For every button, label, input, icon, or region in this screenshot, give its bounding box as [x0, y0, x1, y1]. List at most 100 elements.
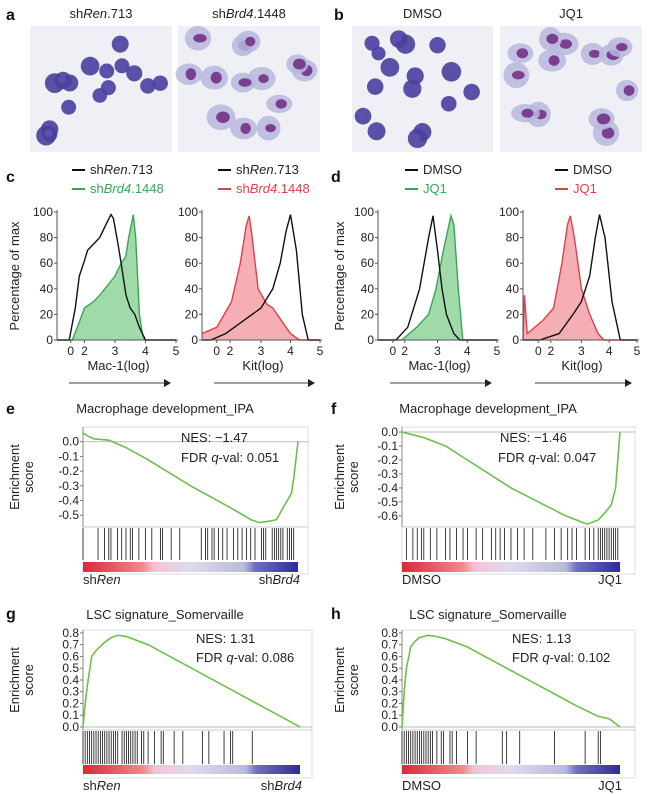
legend-entry: shBrd4.1448 [236, 181, 310, 196]
cell-nucleus [210, 71, 222, 84]
rank-colorbar [83, 562, 298, 572]
fdr-q: q [528, 450, 536, 465]
x-tick-label: 3 [434, 344, 441, 358]
x-tick-label: 0 [535, 344, 542, 358]
micrograph-image [175, 25, 320, 152]
cell-nucleus [193, 33, 207, 43]
nes-value: NES: −1.47 [181, 430, 248, 445]
rank-right-label-pre: JQ1 [598, 778, 622, 793]
fdr-value: FDR q-val: 0.047 [498, 450, 596, 465]
y-tick-label: -0.3 [377, 467, 398, 481]
x-axis-label: Mac-1(log) [408, 358, 470, 373]
y-tick-label: 0.0 [381, 720, 398, 734]
micrograph-image [500, 26, 642, 152]
histogram-panel-d-2 [375, 169, 499, 387]
cell-nucleus [371, 126, 380, 135]
enrichment-score-line [401, 431, 621, 526]
gsea-panel-h: FDR q-val: 0.102 Enrichmentscore [332, 629, 636, 779]
legend-entry-ital: Ren [104, 162, 128, 177]
histogram-fill [57, 214, 176, 340]
cell-nucleus [216, 111, 230, 123]
histogram-line [378, 213, 497, 341]
x-tick-label: 4 [606, 344, 613, 358]
y-tick-label: 80 [185, 231, 199, 245]
rank-right-label: JQ1 [598, 778, 622, 793]
fdr-q: q [542, 650, 550, 665]
fdr-value: FDR q-val: 0.051 [181, 450, 279, 465]
cell-nucleus [432, 40, 441, 49]
gsea-title: Macrophage development_IPA [76, 401, 254, 416]
y-tick-label: -0.5 [58, 508, 79, 522]
y-tick-label: 20 [40, 307, 54, 321]
x-tick-label: 0 [213, 344, 220, 358]
panel-label-a: a [6, 7, 15, 24]
cell-nucleus [245, 36, 256, 47]
rank-left-label: DMSO [402, 778, 441, 793]
legend-entry-pre: sh [236, 162, 250, 177]
panel-label-d: d [331, 169, 341, 186]
cell-nucleus [393, 34, 402, 43]
cell-nucleus [601, 127, 615, 139]
y-axis-label-line: score [346, 461, 361, 493]
fdr-number: -val: 0.047 [536, 450, 597, 465]
x-tick-label: 3 [578, 344, 585, 358]
rank-right-label-pre: sh [261, 778, 275, 793]
rank-left-label: DMSO [402, 572, 441, 587]
cell-nucleus [275, 99, 287, 109]
y-tick-label: 0.1 [381, 708, 398, 722]
y-axis-label-line: Enrichment [7, 647, 22, 713]
legend-entry-pre: DMSO [573, 162, 612, 177]
y-tick-label: 0.2 [381, 696, 398, 710]
micrograph-title-ital: Ren [83, 6, 107, 21]
rank-colorbar [83, 765, 300, 774]
cell-nucleus [410, 70, 419, 79]
rank-colorbar [402, 562, 620, 572]
y-tick-label: -0.4 [58, 494, 79, 508]
legend-entry: shRen.713 [90, 162, 153, 177]
cell-nucleus [63, 102, 72, 111]
y-tick-label: 0.3 [62, 685, 79, 699]
y-tick-label: -0.1 [58, 449, 79, 463]
gsea-panel-g: FDR q-val: 0.086 Enrichmentscore [7, 629, 313, 779]
cell-nucleus [511, 70, 525, 80]
arrow-head-icon [164, 379, 171, 387]
enrichment-score-line [82, 634, 301, 728]
legend-entry-ital: Brd4 [104, 181, 131, 196]
y-tick-label: -0.2 [58, 464, 79, 478]
cell-nucleus [367, 38, 376, 47]
micrograph-title-ital: Brd4 [226, 6, 253, 21]
legend-entry-pre: DMSO [423, 162, 462, 177]
x-tick-label: 2 [81, 344, 88, 358]
y-tick-label: 40 [40, 282, 54, 296]
x-tick-label: 0 [67, 344, 74, 358]
legend-entry: DMSO [423, 162, 462, 177]
rank-left-label-pre: sh [83, 778, 97, 793]
y-tick-label: 40 [506, 282, 520, 296]
x-tick-label: 5 [173, 344, 180, 358]
legend-entry: shRen.713 [236, 162, 299, 177]
y-tick-label: 0.7 [381, 638, 398, 652]
cell-nucleus [546, 33, 559, 45]
y-axis-label-line: score [21, 664, 36, 696]
rank-colorbar [402, 765, 620, 774]
y-tick-label: 0.8 [381, 626, 398, 640]
x-tick-label: 4 [287, 344, 294, 358]
cell-nucleus [240, 122, 251, 135]
rank-right-label-ital: Brd4 [273, 572, 300, 587]
cell-nucleus [116, 60, 125, 69]
legend-entry-post: .1448 [277, 181, 310, 196]
x-tick-label: 3 [112, 344, 119, 358]
cell-nucleus [407, 83, 416, 92]
x-tick-label: 5 [634, 344, 641, 358]
legend-entry-pre: sh [90, 181, 104, 196]
y-tick-label: 0.8 [62, 626, 79, 640]
y-tick-label: 0 [367, 333, 374, 347]
cell-nucleus [516, 48, 529, 59]
cell-nucleus [616, 43, 628, 52]
legend-entry-post: .713 [128, 162, 153, 177]
y-axis-label-line: Enrichment [332, 444, 347, 510]
legend-entry-post: .1448 [131, 181, 164, 196]
micrograph-title-post: .713 [107, 6, 132, 21]
panel-label-h: h [331, 606, 341, 623]
micrograph-title-post: .1448 [253, 6, 286, 21]
